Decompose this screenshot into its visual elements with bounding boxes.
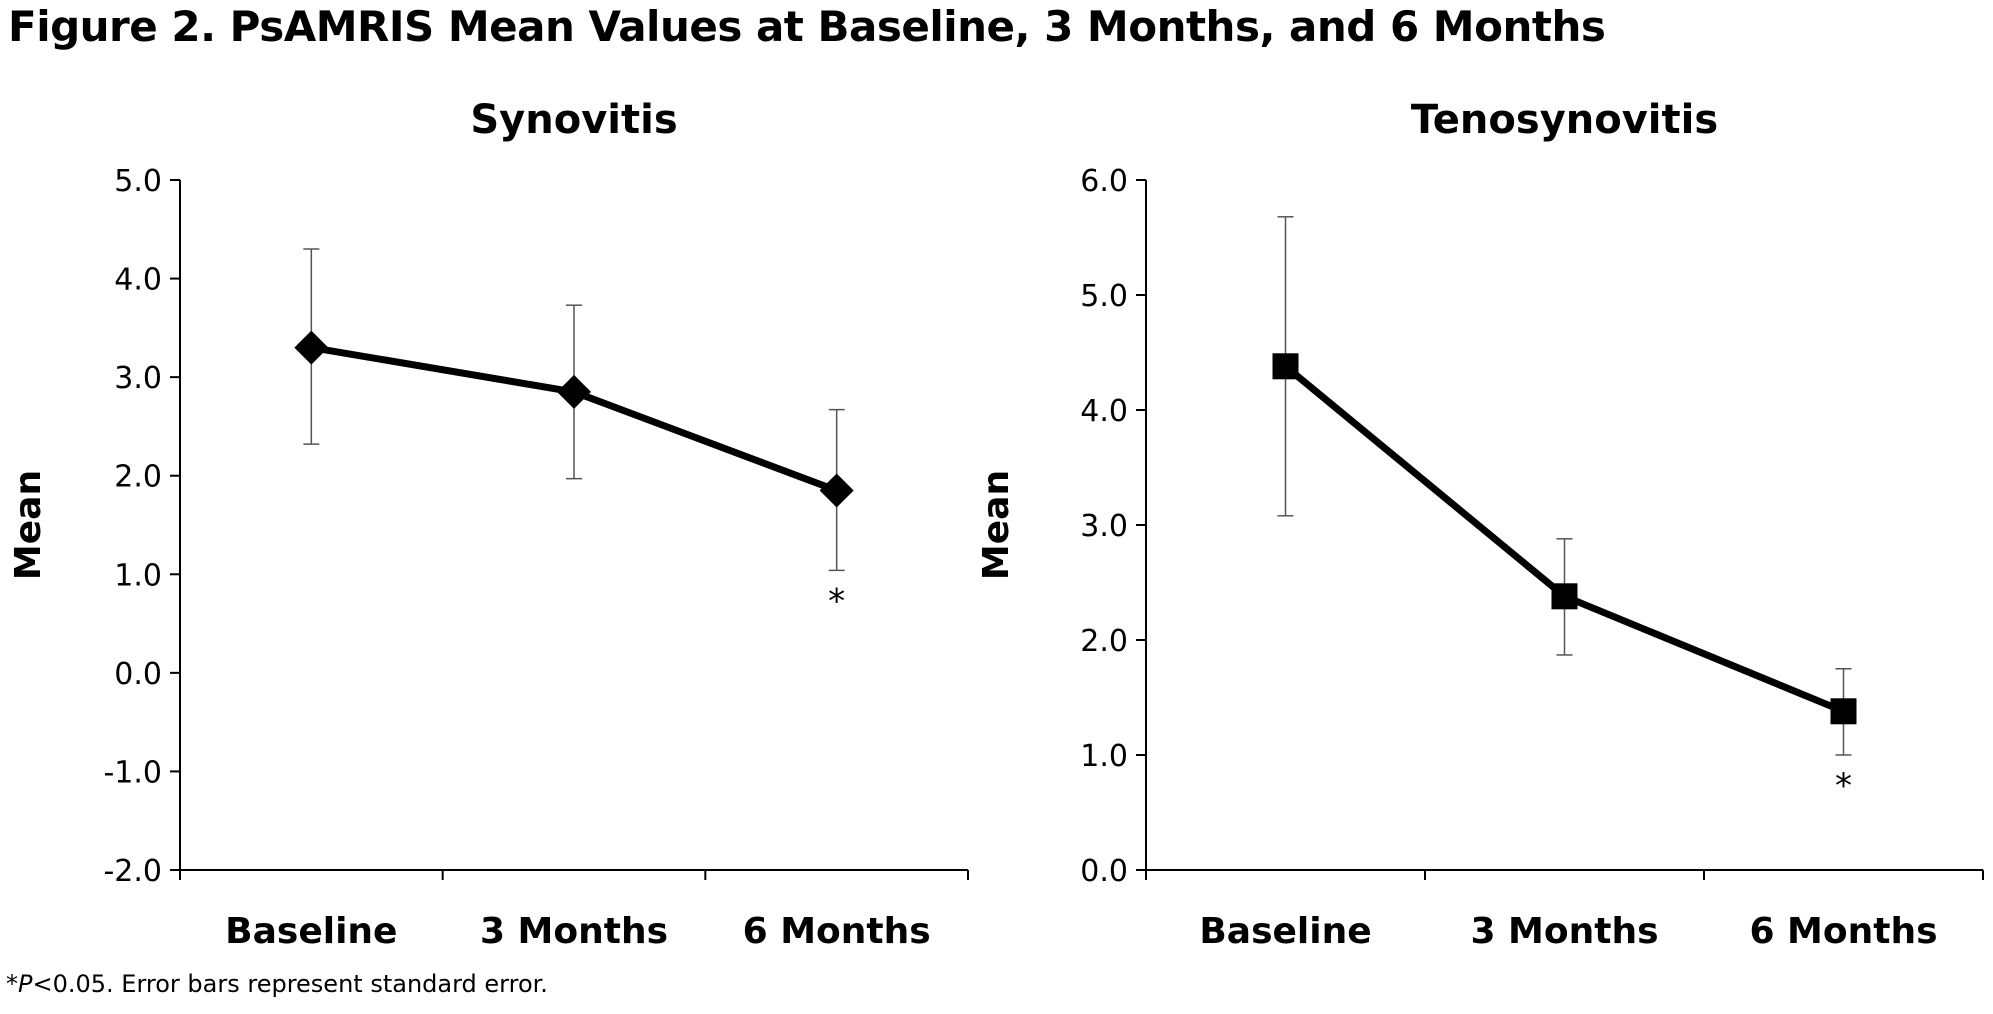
x-tick-label: Baseline <box>1199 911 1371 952</box>
y-tick-label: 2.0 <box>1080 624 1128 659</box>
data-point-marker <box>819 473 854 508</box>
chart-tenosynovitis: Tenosynovitis Mean 0.0 1.0 2.0 3.0 4.0 5.0 6.0 Ba… <box>976 97 1984 952</box>
y-axis-label: Mean <box>976 470 1017 580</box>
y-tick-label: -2.0 <box>103 854 162 889</box>
y-tick-label: 6.0 <box>1080 164 1128 199</box>
y-tick-label: 5.0 <box>1080 279 1128 314</box>
y-tick-label: -1.0 <box>103 755 162 790</box>
y-tick-label: 1.0 <box>114 558 162 593</box>
x-tick-label: Baseline <box>225 911 397 952</box>
x-tick-label: 6 Months <box>743 911 931 952</box>
x-tick-label: 3 Months <box>480 911 668 952</box>
data-point-marker <box>1272 353 1299 380</box>
y-axis-label: Mean <box>8 470 49 580</box>
y-tick-label: 1.0 <box>1080 739 1128 774</box>
y-tick-label: 4.0 <box>114 263 162 298</box>
footnote-text: <0.05. Error bars represent standard err… <box>32 970 548 998</box>
y-tick-label: 4.0 <box>1080 394 1128 429</box>
chart-title: Synovitis <box>470 97 677 143</box>
chart-title: Tenosynovitis <box>1411 97 1718 143</box>
data-point-marker <box>294 330 329 365</box>
y-tick-label: 3.0 <box>114 361 162 396</box>
y-tick-label: 2.0 <box>114 460 162 495</box>
chart-synovitis: Synovitis Mean -2.0 -1.0 0.0 1.0 2.0 3.0 4.0 5.0 B… <box>8 97 969 952</box>
data-point-marker <box>1830 698 1857 725</box>
data-point-marker <box>1551 583 1578 610</box>
x-tick-label: 6 Months <box>1749 911 1937 952</box>
figure-title: Figure 2. PsAMRIS Mean Values at Baselin… <box>8 2 1606 51</box>
y-tick-label: 3.0 <box>1080 509 1128 544</box>
significance-annotation: * <box>828 581 845 621</box>
y-tick-label: 0.0 <box>1080 854 1128 889</box>
y-tick-label: 5.0 <box>114 164 162 199</box>
significance-annotation: * <box>1835 766 1852 806</box>
footnote-star: * <box>6 970 18 998</box>
x-tick-label: 3 Months <box>1470 911 1658 952</box>
data-point-marker <box>557 374 591 409</box>
y-tick-label: 0.0 <box>114 657 162 692</box>
footnote: *P<0.05. Error bars represent standard e… <box>6 970 548 998</box>
footnote-p: P <box>18 970 33 998</box>
